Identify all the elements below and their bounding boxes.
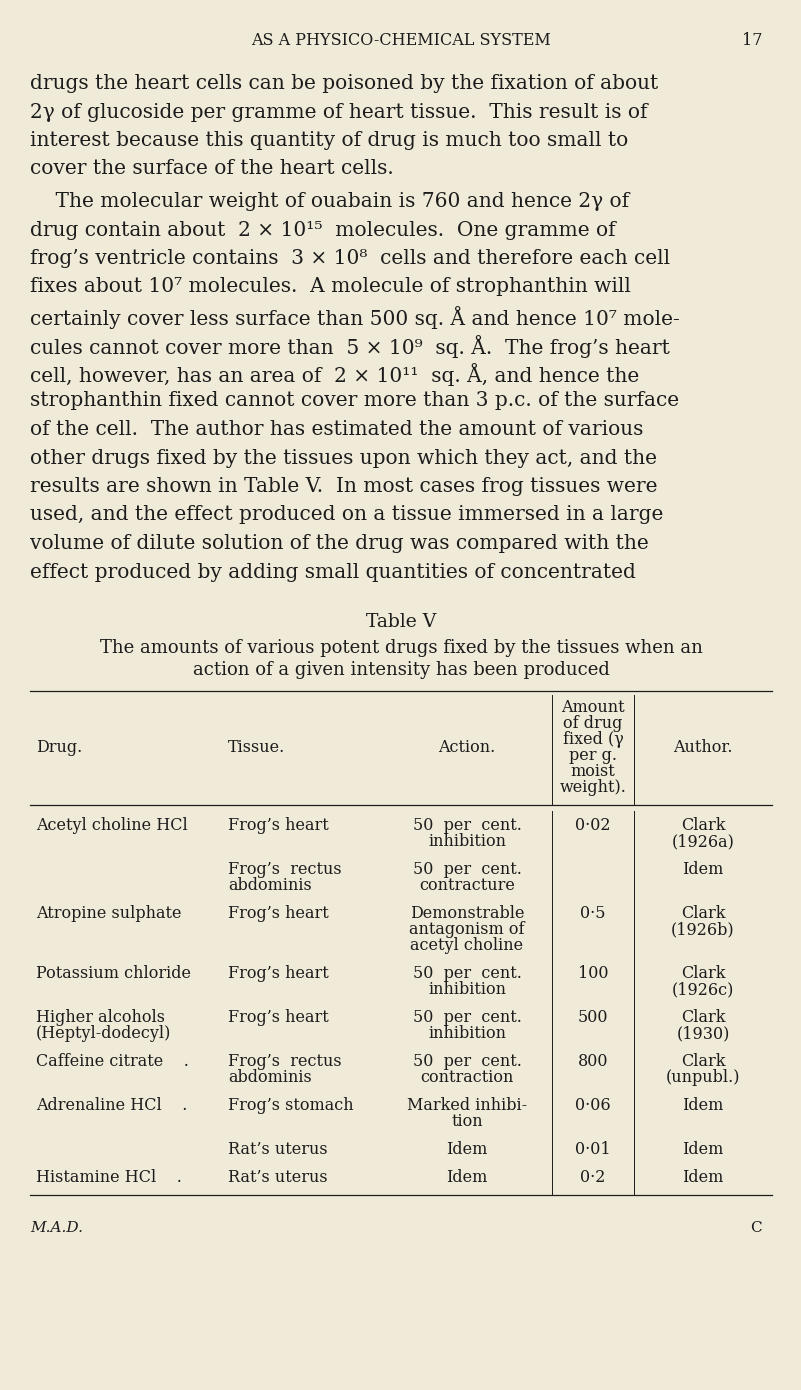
Text: Higher alcohols: Higher alcohols	[36, 1009, 165, 1026]
Text: C: C	[751, 1220, 762, 1234]
Text: (1926b): (1926b)	[671, 922, 735, 938]
Text: 0·2: 0·2	[580, 1169, 606, 1186]
Text: (1926a): (1926a)	[671, 833, 735, 851]
Text: cover the surface of the heart cells.: cover the surface of the heart cells.	[30, 160, 394, 178]
Text: Clark: Clark	[681, 905, 725, 922]
Text: certainly cover less surface than 500 sq. Å and hence 10⁷ mole-: certainly cover less surface than 500 sq…	[30, 306, 680, 329]
Text: Frog’s heart: Frog’s heart	[228, 965, 328, 981]
Text: Clark: Clark	[681, 1054, 725, 1070]
Text: The amounts of various potent drugs fixed by the tissues when an: The amounts of various potent drugs fixe…	[99, 639, 702, 657]
Text: Frog’s stomach: Frog’s stomach	[228, 1097, 353, 1113]
Text: weight).: weight).	[560, 778, 626, 796]
Text: M.A.D.: M.A.D.	[30, 1220, 83, 1234]
Text: Amount: Amount	[562, 699, 625, 716]
Text: 800: 800	[578, 1054, 608, 1070]
Text: 50  per  cent.: 50 per cent.	[413, 860, 521, 878]
Text: volume of dilute solution of the drug was compared with the: volume of dilute solution of the drug wa…	[30, 534, 649, 553]
Text: Frog’s heart: Frog’s heart	[228, 905, 328, 922]
Text: Idem: Idem	[682, 1169, 723, 1186]
Text: Histamine HCl    .: Histamine HCl .	[36, 1169, 182, 1186]
Text: inhibition: inhibition	[428, 833, 506, 851]
Text: cules cannot cover more than  5 × 10⁹  sq. Å.  The frog’s heart: cules cannot cover more than 5 × 10⁹ sq.…	[30, 335, 670, 357]
Text: Idem: Idem	[682, 1141, 723, 1158]
Text: of the cell.  The author has estimated the amount of various: of the cell. The author has estimated th…	[30, 420, 643, 439]
Text: 50  per  cent.: 50 per cent.	[413, 965, 521, 981]
Text: Frog’s  rectus: Frog’s rectus	[228, 1054, 341, 1070]
Text: results are shown in Table V.  In most cases frog tissues were: results are shown in Table V. In most ca…	[30, 477, 658, 496]
Text: 0·5: 0·5	[580, 905, 606, 922]
Text: (unpubl.): (unpubl.)	[666, 1069, 740, 1086]
Text: contraction: contraction	[421, 1069, 513, 1086]
Text: of drug: of drug	[563, 714, 622, 733]
Text: Idem: Idem	[682, 860, 723, 878]
Text: Frog’s heart: Frog’s heart	[228, 817, 328, 834]
Text: Frog’s  rectus: Frog’s rectus	[228, 860, 341, 878]
Text: inhibition: inhibition	[428, 1024, 506, 1042]
Text: interest because this quantity of drug is much too small to: interest because this quantity of drug i…	[30, 131, 628, 150]
Text: action of a given intensity has been produced: action of a given intensity has been pro…	[192, 662, 610, 678]
Text: cell, however, has an area of  2 × 10¹¹  sq. Å, and hence the: cell, however, has an area of 2 × 10¹¹ s…	[30, 363, 639, 386]
Text: 17: 17	[742, 32, 762, 49]
Text: (Heptyl-dodecyl): (Heptyl-dodecyl)	[36, 1024, 171, 1042]
Text: used, and the effect produced on a tissue immersed in a large: used, and the effect produced on a tissu…	[30, 506, 663, 524]
Text: Acetyl choline HCl: Acetyl choline HCl	[36, 817, 187, 834]
Text: 0·06: 0·06	[575, 1097, 611, 1113]
Text: Marked inhibi-: Marked inhibi-	[407, 1097, 527, 1113]
Text: Rat’s uterus: Rat’s uterus	[228, 1141, 328, 1158]
Text: fixed (γ: fixed (γ	[562, 731, 623, 748]
Text: Idem: Idem	[446, 1141, 488, 1158]
Text: strophanthin fixed cannot cover more than 3 p.c. of the surface: strophanthin fixed cannot cover more tha…	[30, 392, 679, 410]
Text: Clark: Clark	[681, 1009, 725, 1026]
Text: drug contain about  2 × 10¹⁵  molecules.  One gramme of: drug contain about 2 × 10¹⁵ molecules. O…	[30, 221, 616, 239]
Text: Action.: Action.	[438, 739, 496, 756]
Text: moist: moist	[570, 763, 615, 780]
Text: 500: 500	[578, 1009, 608, 1026]
Text: Atropine sulphate: Atropine sulphate	[36, 905, 182, 922]
Text: Tissue.: Tissue.	[228, 739, 285, 756]
Text: Adrenaline HCl    .: Adrenaline HCl .	[36, 1097, 187, 1113]
Text: (1930): (1930)	[676, 1024, 730, 1042]
Text: Caffeine citrate    .: Caffeine citrate .	[36, 1054, 189, 1070]
Text: 50  per  cent.: 50 per cent.	[413, 817, 521, 834]
Text: Table V: Table V	[366, 613, 436, 631]
Text: effect produced by adding small quantities of concentrated: effect produced by adding small quantiti…	[30, 563, 636, 581]
Text: acetyl choline: acetyl choline	[410, 937, 524, 954]
Text: AS A PHYSICO-CHEMICAL SYSTEM: AS A PHYSICO-CHEMICAL SYSTEM	[252, 32, 551, 49]
Text: frog’s ventricle contains  3 × 10⁸  cells and therefore each cell: frog’s ventricle contains 3 × 10⁸ cells …	[30, 249, 670, 268]
Text: per g.: per g.	[569, 746, 617, 765]
Text: antagonism of: antagonism of	[409, 922, 525, 938]
Text: abdominis: abdominis	[228, 1069, 312, 1086]
Text: other drugs fixed by the tissues upon which they act, and the: other drugs fixed by the tissues upon wh…	[30, 449, 657, 467]
Text: Idem: Idem	[446, 1169, 488, 1186]
Text: fixes about 10⁷ molecules.  A molecule of strophanthin will: fixes about 10⁷ molecules. A molecule of…	[30, 278, 631, 296]
Text: 0·01: 0·01	[575, 1141, 611, 1158]
Text: 0·02: 0·02	[575, 817, 610, 834]
Text: 2γ of glucoside per gramme of heart tissue.  This result is of: 2γ of glucoside per gramme of heart tiss…	[30, 103, 647, 121]
Text: Drug.: Drug.	[36, 739, 83, 756]
Text: 50  per  cent.: 50 per cent.	[413, 1009, 521, 1026]
Text: contracture: contracture	[419, 877, 515, 894]
Text: abdominis: abdominis	[228, 877, 312, 894]
Text: 50  per  cent.: 50 per cent.	[413, 1054, 521, 1070]
Text: Rat’s uterus: Rat’s uterus	[228, 1169, 328, 1186]
Text: Clark: Clark	[681, 817, 725, 834]
Text: tion: tion	[451, 1113, 483, 1130]
Text: Demonstrable: Demonstrable	[410, 905, 524, 922]
Text: drugs the heart cells can be poisoned by the fixation of about: drugs the heart cells can be poisoned by…	[30, 74, 658, 93]
Text: (1926c): (1926c)	[672, 981, 735, 998]
Text: Clark: Clark	[681, 965, 725, 981]
Text: Idem: Idem	[682, 1097, 723, 1113]
Text: Author.: Author.	[674, 739, 733, 756]
Text: The molecular weight of ouabain is 760 and hence 2γ of: The molecular weight of ouabain is 760 a…	[30, 192, 629, 211]
Text: 100: 100	[578, 965, 608, 981]
Text: Potassium chloride: Potassium chloride	[36, 965, 191, 981]
Text: inhibition: inhibition	[428, 981, 506, 998]
Text: Frog’s heart: Frog’s heart	[228, 1009, 328, 1026]
